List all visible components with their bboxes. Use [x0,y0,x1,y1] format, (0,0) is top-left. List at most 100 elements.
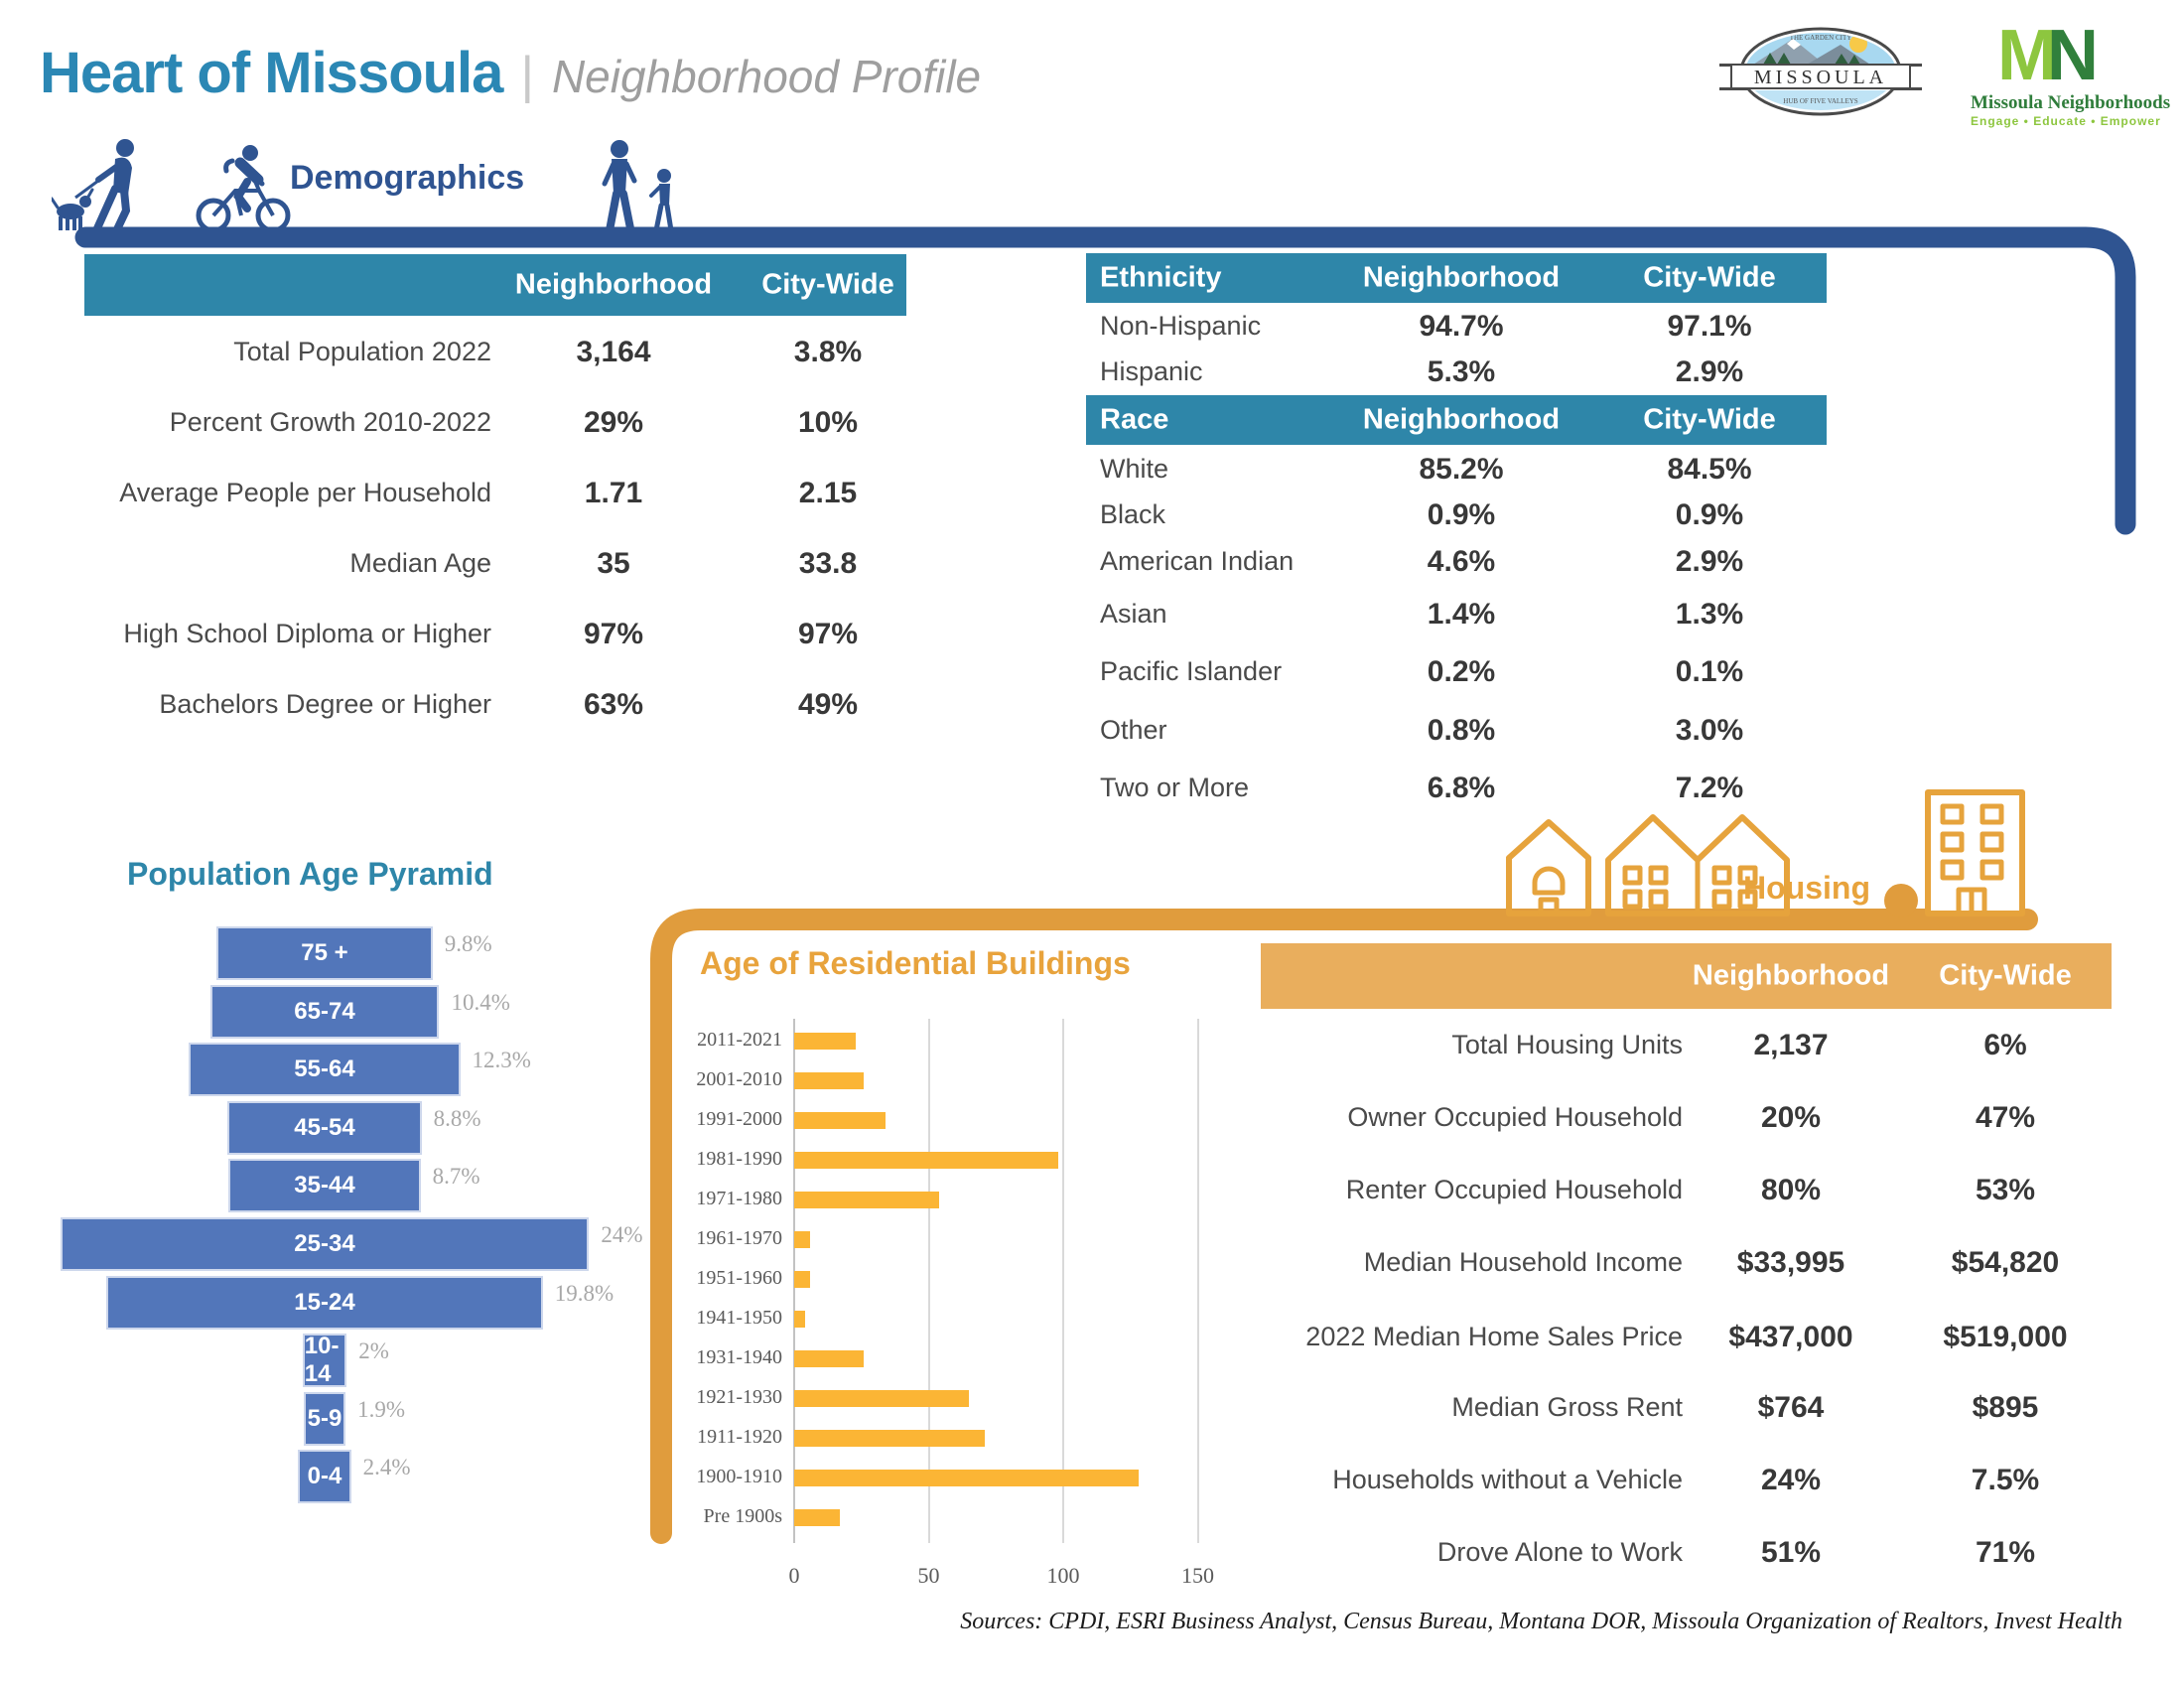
row-value-citywide: 7.5% [1971,1464,2040,1496]
row-value-neighborhood: 0.9% [1427,498,1496,531]
row-label: Hispanic [1100,356,1203,387]
dog-walker-icon [52,139,134,232]
table-row: Median Age 35 33.8 [84,532,906,596]
chart-bar [794,1310,805,1328]
row-value-neighborhood: 4.6% [1427,545,1496,578]
row-value-neighborhood: 1.4% [1427,598,1496,631]
chart-bar [794,1032,857,1050]
pyramid-bar-label: 65-74 [294,997,355,1025]
pyramid-bar-label: 0-4 [307,1463,342,1490]
mn-monogram-icon: M N [1997,16,2099,95]
chart-category-label: 1941-1950 [696,1307,782,1329]
row-value-citywide: 2.15 [798,477,858,509]
table-row: American Indian 4.6% 2.9% [1086,539,1827,585]
row-label: Percent Growth 2010-2022 [169,407,491,438]
pyramid-percent-label: 1.9% [357,1396,405,1422]
row-label: Asian [1100,599,1167,630]
row-value-neighborhood: 0.8% [1427,714,1496,747]
chart-bar [794,1191,940,1208]
row-value-neighborhood: $33,995 [1736,1246,1845,1279]
logo-city-name: MISSOULA [1754,67,1887,88]
row-value-neighborhood: 85.2% [1419,453,1504,486]
row-value-citywide: 1.3% [1675,598,1744,631]
row-value-citywide: 0.1% [1675,655,1744,688]
row-value-neighborhood: $437,000 [1728,1321,1853,1353]
row-label: 2022 Median Home Sales Price [1305,1322,1683,1352]
row-value-citywide: 84.5% [1667,453,1752,486]
pyramid-bar: 5-9 [303,1391,346,1446]
housing-frame-line [650,909,2038,1544]
buildings-chart-title: Age of Residential Buildings [700,945,1131,981]
column-header-citywide: City-Wide [761,268,894,301]
row-value-neighborhood: 35 [597,547,630,580]
chart-category-label: 2011-2021 [697,1029,782,1051]
chart-category-label: 1961-1970 [696,1227,782,1249]
pyramid-bar: 25-34 [60,1217,590,1271]
chart-category-label: 1921-1930 [696,1386,782,1408]
chart-gridline [1062,1019,1064,1543]
table-row: Owner Occupied Household 20% 47% [1261,1083,2112,1153]
row-value-citywide: 2.9% [1675,355,1744,388]
table-row: Percent Growth 2010-2022 29% 10% [84,391,906,455]
row-value-neighborhood: 6.8% [1427,772,1496,804]
row-label: Median Household Income [1363,1247,1683,1278]
row-value-citywide: 3.8% [793,336,863,368]
chart-bar [794,1230,811,1248]
pyramid-bar-label: 25-34 [294,1230,355,1257]
row-value-citywide: 49% [797,688,859,721]
pyramid-bar: 0-4 [298,1450,351,1504]
row-value-citywide: $519,000 [1943,1321,2068,1353]
table-row: Non-Hispanic 94.7% 97.1% [1086,304,1827,350]
missoula-neighborhoods-logo: M N Missoula Neighborhoods Engage • Educ… [1971,16,2171,128]
row-label: Non-Hispanic [1100,311,1262,342]
table-row: Hispanic 5.3% 2.9% [1086,350,1827,395]
row-value-neighborhood: 51% [1760,1536,1822,1569]
row-value-neighborhood: 97% [583,618,644,650]
row-label: Median Gross Rent [1451,1392,1683,1423]
row-label: Black [1100,499,1166,530]
row-value-neighborhood: 80% [1760,1174,1822,1206]
row-value-citywide: 0.9% [1675,498,1744,531]
row-value-citywide: 33.8 [798,547,858,580]
table-row: Bachelors Degree or Higher 63% 49% [84,673,906,737]
pyramid-title: Population Age Pyramid [127,856,493,892]
row-value-citywide: 10% [797,406,859,439]
table-row: Median Gross Rent $764 $895 [1261,1373,2112,1443]
mn-logo-name: Missoula Neighborhoods [1971,92,2171,113]
pyramid-bar: 15-24 [106,1275,543,1330]
chart-bar [794,1508,841,1526]
logo-arc-top: THE GARDEN CITY [1790,34,1852,42]
pyramid-percent-label: 12.3% [472,1048,531,1073]
chart-category-label: Pre 1900s [703,1505,782,1527]
row-value-neighborhood: $764 [1757,1391,1825,1424]
pyramid-bar-label: 15-24 [294,1288,355,1316]
demographics-table-header: Neighborhood City-Wide [84,254,906,316]
chart-category-label: 1951-1960 [696,1267,782,1289]
chart-bar [794,1349,865,1367]
pedestrians-icon [602,140,674,233]
chart-category-label: 1911-1920 [697,1426,782,1448]
row-label: Pacific Islander [1100,656,1283,687]
column-header-neighborhood: Neighborhood [1362,403,1561,436]
pyramid-percent-label: 19.8% [554,1280,614,1306]
x-axis-tick-label: 100 [1046,1563,1080,1588]
row-value-citywide: 71% [1975,1536,2036,1569]
race-table-header: Race Neighborhood City-Wide [1086,395,1827,445]
logo-arc-bottom: HUB OF FIVE VALLEYS [1783,97,1857,105]
row-value-neighborhood: 24% [1760,1464,1822,1496]
chart-gridline [927,1019,930,1543]
row-label: Owner Occupied Household [1347,1102,1683,1133]
table-row: High School Diploma or Higher 97% 97% [84,603,906,666]
column-header-neighborhood: Neighborhood [1692,959,1890,992]
demographics-section-label: Demographics [290,159,525,197]
table-row: Renter Occupied Household 80% 53% [1261,1156,2112,1225]
row-label: Households without a Vehicle [1332,1465,1683,1495]
table-row: 2022 Median Home Sales Price $437,000 $519… [1261,1303,2112,1372]
row-label: White [1100,454,1169,485]
missoula-city-logo: THE GARDEN CITY HUB OF FIVE VALLEYS MISS… [1719,27,1922,116]
chart-bar [794,1151,1058,1169]
table-row: White 85.2% 84.5% [1086,447,1827,492]
row-value-neighborhood: 20% [1760,1101,1822,1134]
pyramid-percent-label: 8.8% [433,1105,481,1131]
